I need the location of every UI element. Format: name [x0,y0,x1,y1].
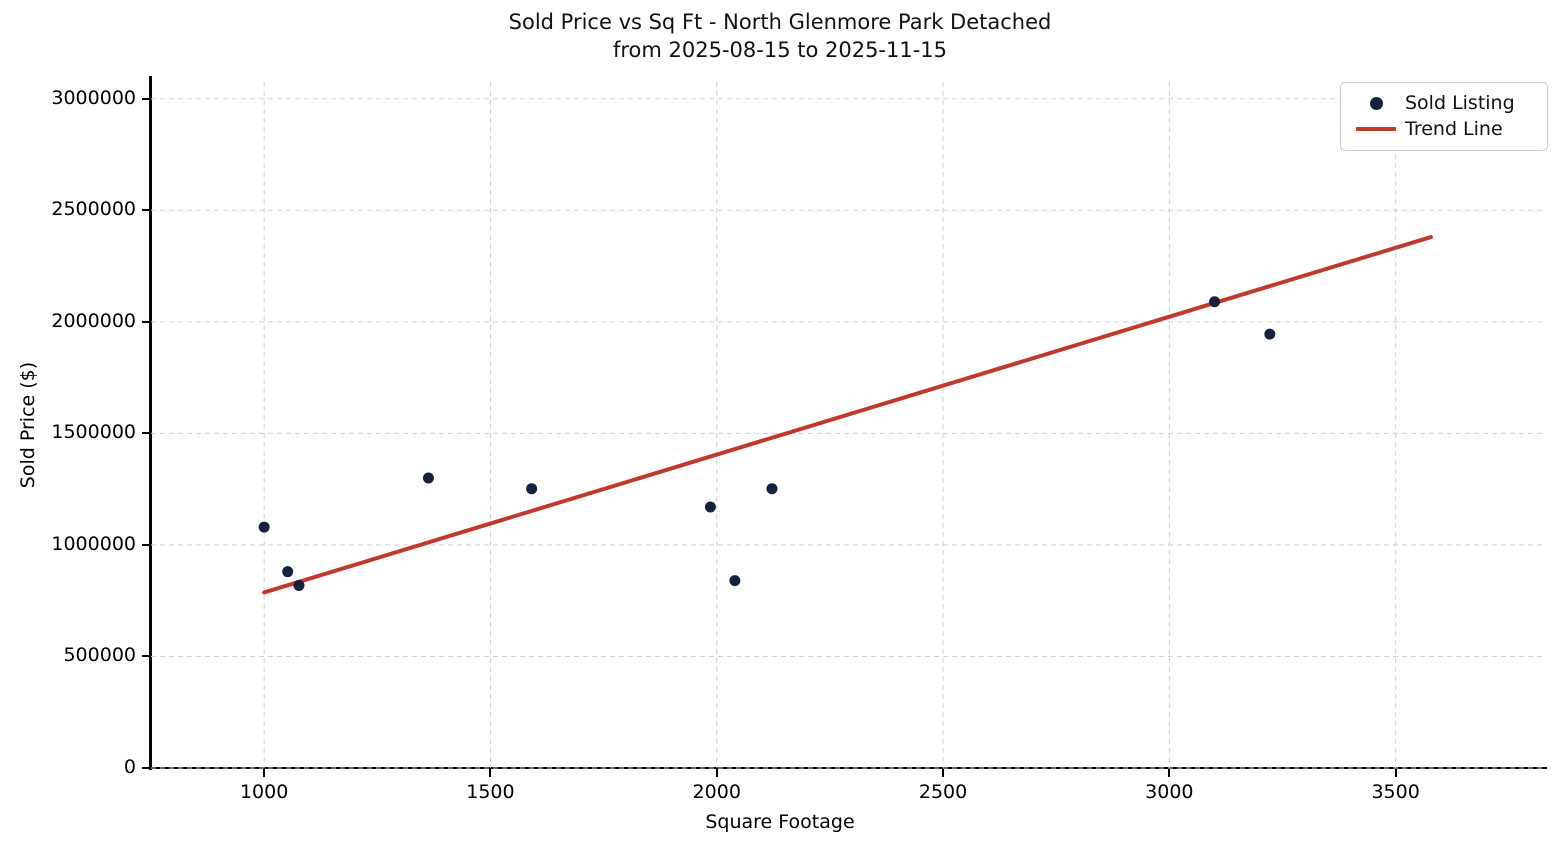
y-axis-tick [142,209,150,212]
scatter-point [766,483,778,495]
chart-title: Sold Price vs Sq Ft - North Glenmore Par… [0,8,1560,64]
x-axis-tick-label: 1500 [466,781,515,803]
y-axis-tick-label: 2000000 [51,309,136,332]
y-axis-tick [142,543,150,546]
y-axis-tick-label: 3000000 [51,86,136,109]
trend-line-group [262,235,1433,595]
y-axis-label: Sold Price ($) [17,361,39,489]
legend-item-sold-listing: Sold Listing [1353,90,1537,116]
x-axis-tick [1394,769,1397,777]
y-axis-tick [142,767,150,769]
x-axis-tick-label: 3500 [1371,781,1420,803]
y-axis-tick-label: 500000 [63,644,136,667]
x-axis-tick [263,769,266,777]
scatter-point [1209,296,1221,308]
scatter-point [1264,328,1276,340]
legend-line-icon [1353,127,1399,131]
x-axis-tick-label: 2500 [918,781,968,803]
y-axis-tick-label: 0 [123,756,136,778]
trend-line [262,235,1433,595]
scatter-point [258,521,270,533]
x-axis-tick [1168,769,1171,777]
chart-legend: Sold Listing Trend Line [1340,82,1548,151]
legend-marker-icon [1353,96,1399,110]
chart-title-line-2: from 2025-08-15 to 2025-11-15 [612,38,948,62]
x-axis-tick [715,769,718,777]
scatter-point [422,472,434,484]
x-axis-label: Square Footage [705,811,855,833]
y-axis-tick [142,320,150,323]
gridlines [151,82,1545,769]
scatter-point [293,580,305,592]
y-axis-tick-label: 1500000 [51,421,136,444]
y-axis-tick-label: 2500000 [51,198,136,221]
chart-title-line-1: Sold Price vs Sq Ft - North Glenmore Par… [508,10,1052,34]
scatter-point [282,566,294,578]
y-axis-tick [142,97,150,100]
scatter-point [704,501,716,513]
y-axis-tick [142,655,150,658]
legend-label: Sold Listing [1405,92,1515,114]
x-axis-tick-label: 2000 [692,781,741,803]
plot-area [151,82,1545,769]
plot-canvas [151,82,1545,769]
x-axis-tick [942,769,945,777]
y-axis-tick [142,432,150,435]
y-axis-spine [149,76,152,770]
legend-item-trend-line: Trend Line [1353,116,1537,142]
legend-label: Trend Line [1405,118,1503,140]
scatter-points-group [258,104,1432,592]
x-axis-tick-label: 3000 [1145,781,1194,803]
x-axis-tick [489,769,492,777]
y-axis-tick-label: 1000000 [51,532,136,555]
scatter-point [526,483,538,495]
x-axis-tick-label: 1000 [239,781,289,803]
scatter-point [729,575,741,587]
